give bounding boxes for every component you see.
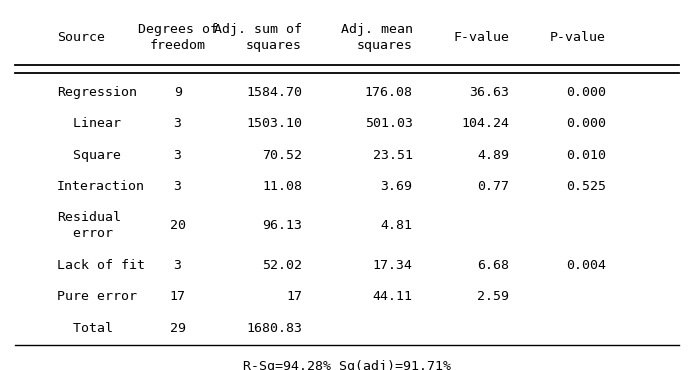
Text: 0.525: 0.525 bbox=[566, 180, 606, 193]
Text: 3: 3 bbox=[174, 117, 182, 130]
Text: Source: Source bbox=[57, 31, 105, 44]
Text: Degrees of
freedom: Degrees of freedom bbox=[137, 23, 218, 52]
Text: 9: 9 bbox=[174, 85, 182, 98]
Text: 17.34: 17.34 bbox=[373, 259, 413, 272]
Text: 17: 17 bbox=[169, 290, 186, 303]
Text: Lack of fit: Lack of fit bbox=[57, 259, 144, 272]
Text: 20: 20 bbox=[169, 219, 186, 232]
Text: 29: 29 bbox=[169, 322, 186, 335]
Text: 4.81: 4.81 bbox=[381, 219, 413, 232]
Text: F-value: F-value bbox=[453, 31, 509, 44]
Text: 17: 17 bbox=[286, 290, 302, 303]
Text: 104.24: 104.24 bbox=[462, 117, 509, 130]
Text: 96.13: 96.13 bbox=[262, 219, 302, 232]
Text: P-value: P-value bbox=[550, 31, 606, 44]
Text: 6.68: 6.68 bbox=[477, 259, 509, 272]
Text: 36.63: 36.63 bbox=[469, 85, 509, 98]
Text: 0.000: 0.000 bbox=[566, 85, 606, 98]
Text: 0.77: 0.77 bbox=[477, 180, 509, 193]
Text: 44.11: 44.11 bbox=[373, 290, 413, 303]
Text: Pure error: Pure error bbox=[57, 290, 137, 303]
Text: 1503.10: 1503.10 bbox=[246, 117, 302, 130]
Text: Adj. mean
squares: Adj. mean squares bbox=[341, 23, 413, 52]
Text: 70.52: 70.52 bbox=[262, 148, 302, 162]
Text: Residual
  error: Residual error bbox=[57, 211, 121, 240]
Text: 1584.70: 1584.70 bbox=[246, 85, 302, 98]
Text: 3: 3 bbox=[174, 180, 182, 193]
Text: R-Sq=94.28% Sq(adj)=91.71%: R-Sq=94.28% Sq(adj)=91.71% bbox=[243, 360, 451, 370]
Text: Linear: Linear bbox=[57, 117, 121, 130]
Text: 2.59: 2.59 bbox=[477, 290, 509, 303]
Text: 501.03: 501.03 bbox=[364, 117, 413, 130]
Text: 1680.83: 1680.83 bbox=[246, 322, 302, 335]
Text: 0.004: 0.004 bbox=[566, 259, 606, 272]
Text: Total: Total bbox=[57, 322, 112, 335]
Text: 176.08: 176.08 bbox=[364, 85, 413, 98]
Text: 4.89: 4.89 bbox=[477, 148, 509, 162]
Text: 3: 3 bbox=[174, 148, 182, 162]
Text: 0.010: 0.010 bbox=[566, 148, 606, 162]
Text: Interaction: Interaction bbox=[57, 180, 144, 193]
Text: 52.02: 52.02 bbox=[262, 259, 302, 272]
Text: 11.08: 11.08 bbox=[262, 180, 302, 193]
Text: 3.69: 3.69 bbox=[381, 180, 413, 193]
Text: 3: 3 bbox=[174, 259, 182, 272]
Text: 0.000: 0.000 bbox=[566, 117, 606, 130]
Text: Regression: Regression bbox=[57, 85, 137, 98]
Text: Adj. sum of
squares: Adj. sum of squares bbox=[214, 23, 302, 52]
Text: Square: Square bbox=[57, 148, 121, 162]
Text: 23.51: 23.51 bbox=[373, 148, 413, 162]
